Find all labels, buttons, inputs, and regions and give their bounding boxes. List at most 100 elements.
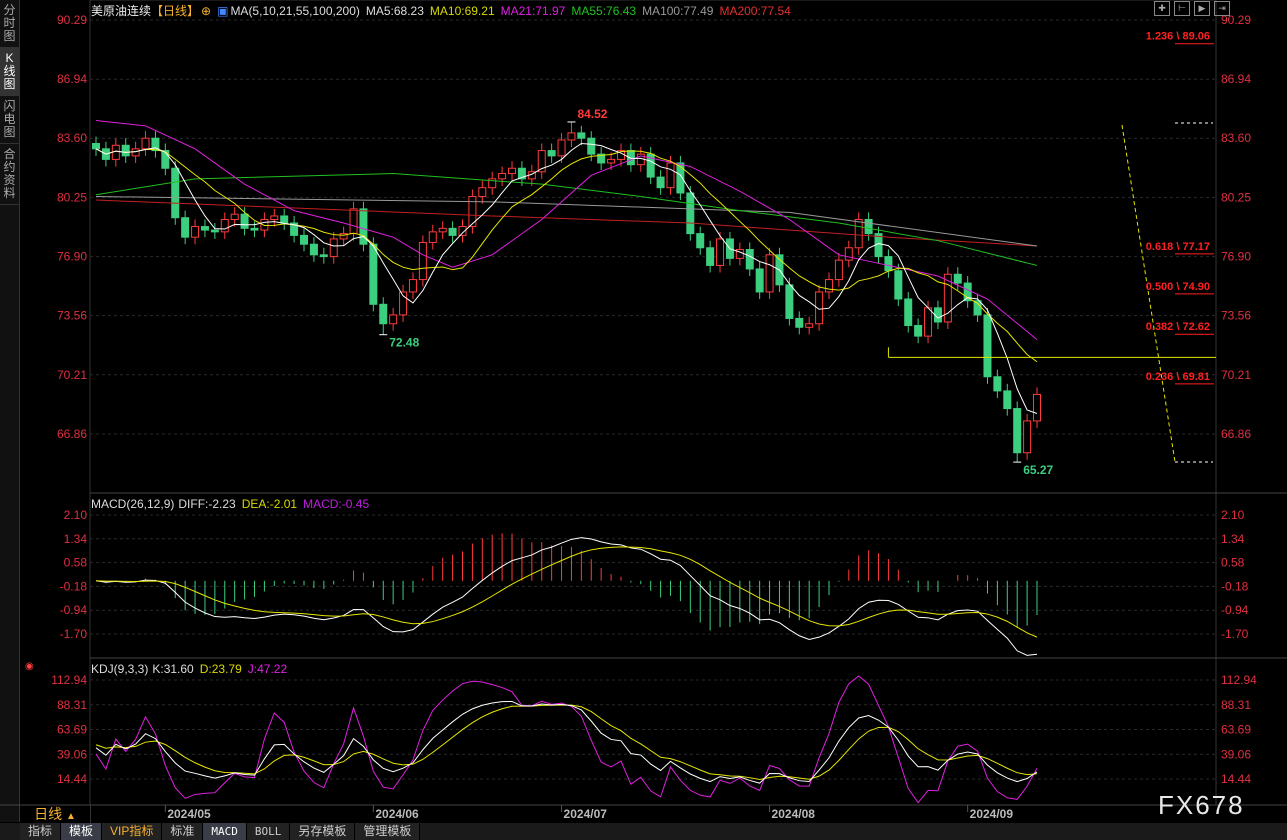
candle-up <box>349 208 358 235</box>
period-label: 日线 <box>34 806 63 822</box>
period-selector[interactable]: 日线 ▲ <box>20 805 91 823</box>
macd-tick-right: 1.34 <box>1221 532 1245 546</box>
candle-down <box>587 137 596 155</box>
tab-kline[interactable]: K线图 <box>0 48 19 96</box>
candle-down <box>884 256 893 272</box>
price-tick-right: 83.60 <box>1221 131 1251 145</box>
candle-up <box>191 226 200 238</box>
ma200-value: MA200:77.54 <box>719 4 791 18</box>
kdj-settings-icon[interactable]: ◉ <box>25 661 34 672</box>
ma-params: MA(5,10,21,55,100,200) <box>230 4 360 18</box>
ma55-line <box>95 173 1038 266</box>
candle-down <box>151 137 160 152</box>
candle-down <box>983 314 992 378</box>
price-tick-left: 73.56 <box>57 309 87 323</box>
macd-diff-line <box>95 537 1038 656</box>
candle-down <box>993 376 1002 392</box>
instrument-title: 美原油连续 <box>91 4 152 18</box>
candle-up <box>498 173 507 180</box>
kdj-tick-right: 39.06 <box>1221 747 1251 761</box>
candle-down <box>1003 390 1012 410</box>
ma5-line <box>95 142 1038 414</box>
crosshair-icon[interactable]: ✚ <box>1154 1 1170 16</box>
price-tick-right: 90.29 <box>1221 13 1251 27</box>
crosshair-settings-icon[interactable]: ⊕ <box>201 4 212 18</box>
candle-up <box>834 259 843 281</box>
kdj-d-line <box>95 704 1038 781</box>
candle-up <box>844 247 853 261</box>
toolbar-save-template[interactable]: 另存模板 <box>290 823 356 840</box>
candle-down <box>319 254 328 258</box>
candle-up <box>458 226 467 236</box>
toolbar-templates[interactable]: 模板 <box>61 823 103 840</box>
candle-down <box>300 234 309 245</box>
candle-down <box>864 218 873 235</box>
toolbar-macd[interactable]: MACD <box>203 823 247 840</box>
candle-down <box>706 247 715 266</box>
macd-legend: MACD(26,12,9) DIFF:-2.23 DEA:-2.01 MACD:-0.… <box>91 497 375 511</box>
ma10-value: MA10:69.21 <box>429 4 495 18</box>
price-tick-left: 86.94 <box>57 72 87 86</box>
macd-dea-line <box>95 546 1038 638</box>
candle-down <box>280 215 289 224</box>
candle-down <box>626 150 635 166</box>
chart-tools: ✚ ⊢ ▶ ⇥ <box>1154 1 1230 16</box>
candle-up <box>389 314 398 325</box>
candle-down <box>914 325 923 337</box>
price-tick-left: 70.21 <box>57 368 87 382</box>
candle-down <box>359 208 368 245</box>
candle-up <box>666 162 675 189</box>
fib-level-label: 0.500 \ 74.90 <box>1146 281 1210 293</box>
candle-up <box>418 241 427 281</box>
candle-up <box>815 291 824 325</box>
candle-up <box>924 307 933 337</box>
kdj-j: J:47.22 <box>247 662 288 676</box>
ma100-line <box>95 196 1038 247</box>
candle-up <box>567 132 576 141</box>
candle-up <box>943 273 952 323</box>
candle-down <box>1013 408 1022 454</box>
macd-tick-left: 1.34 <box>64 532 88 546</box>
toolbar-vip-indicators[interactable]: VIP指标 <box>102 823 163 840</box>
kdj-tick-left: 112.94 <box>51 673 87 687</box>
move-right-icon[interactable]: ⇥ <box>1214 1 1230 16</box>
fib-level-label: 0.382 \ 72.62 <box>1146 321 1210 333</box>
triangle-up-icon: ▲ <box>65 811 76 822</box>
ma-chart-icon[interactable]: ▣ <box>217 4 229 18</box>
play-forward-icon[interactable]: ▶ <box>1194 1 1210 16</box>
candle-down <box>171 167 180 219</box>
main-legend: 美原油连续【日线】 ⊕ ▣ MA(5,10,21,55,100,200) MA5:68.… <box>91 2 797 19</box>
tab-intraday[interactable]: 分时图 <box>0 0 19 48</box>
candle-down <box>369 243 378 305</box>
zoom-range-icon[interactable]: ⊢ <box>1174 1 1190 16</box>
toolbar-standard[interactable]: 标准 <box>162 823 204 840</box>
extreme-label: 65.27 <box>1023 463 1053 477</box>
watermark: FX678 <box>1158 790 1245 820</box>
ma5-value: MA5:68.23 <box>365 4 424 18</box>
fib-level-label: 0.236 \ 69.81 <box>1146 371 1210 383</box>
kdj-j-line <box>95 675 1038 804</box>
candle-up <box>488 178 497 189</box>
candle-down <box>696 233 705 249</box>
fib-trend-line <box>1121 124 1176 463</box>
x-tick-label: 2024/08 <box>772 807 816 821</box>
macd-tick-left: 0.58 <box>64 556 88 570</box>
candle-down <box>795 317 804 328</box>
macd-tick-right: -1.70 <box>1221 627 1249 641</box>
kdj-tick-right: 112.94 <box>1221 673 1257 687</box>
tab-flash[interactable]: 闪电图 <box>0 96 19 144</box>
toolbar-indicators[interactable]: 指标 <box>20 823 62 840</box>
candle-up <box>478 187 487 198</box>
candle-up <box>141 137 150 150</box>
candle-down <box>200 226 209 231</box>
candle-down <box>904 298 913 327</box>
candle-up <box>1023 420 1032 454</box>
toolbar-manage-templates[interactable]: 管理模板 <box>355 823 421 840</box>
toolbar-boll[interactable]: BOLL <box>246 823 291 840</box>
candle-up <box>230 213 239 220</box>
candle-up <box>260 218 269 231</box>
kdj-tick-right: 88.31 <box>1221 698 1251 712</box>
tab-contract-info[interactable]: 合约资料 <box>0 144 19 205</box>
candle-up <box>716 238 725 266</box>
